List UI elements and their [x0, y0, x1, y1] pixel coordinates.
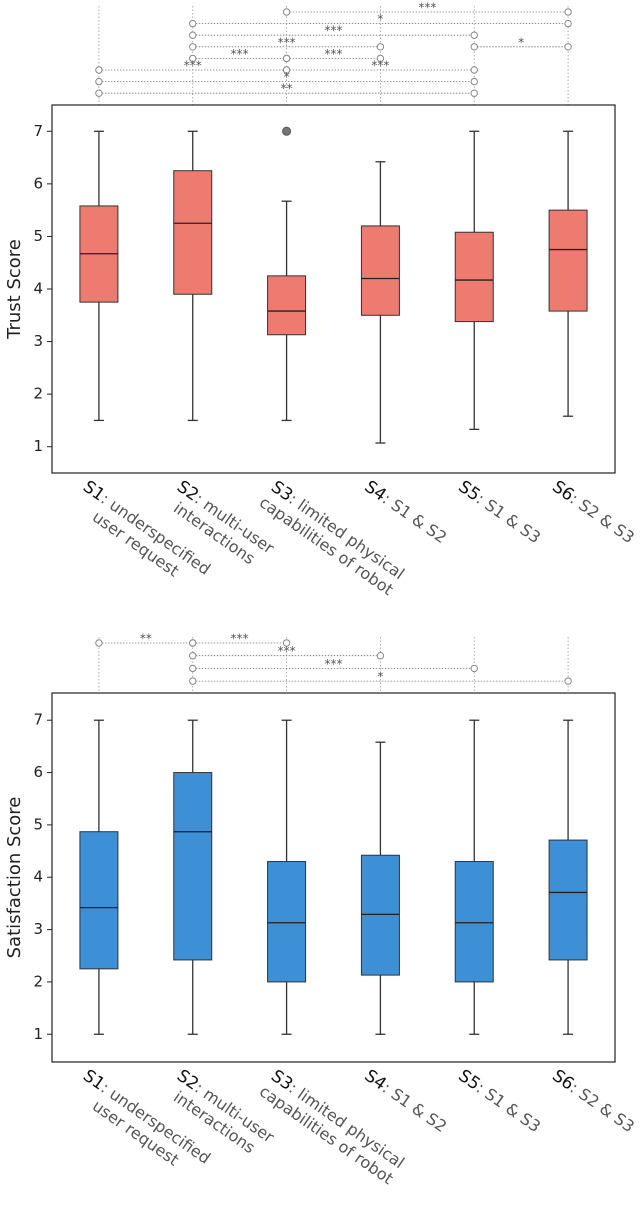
significance-label: *	[377, 670, 383, 684]
significance-label: ***	[325, 657, 343, 671]
category-description: : S2 & S3	[567, 489, 638, 547]
y-tick-label: 2	[33, 972, 43, 990]
bracket-end	[470, 66, 478, 74]
bracket-end	[470, 43, 478, 51]
significance-label: ***	[325, 47, 343, 61]
y-tick-label: 6	[33, 763, 43, 781]
category-text: S5: S1 & S3	[455, 476, 545, 548]
significance-label: ***	[325, 24, 343, 38]
bracket-end	[189, 677, 197, 685]
box	[548, 209, 588, 312]
bracket-end	[564, 43, 572, 51]
category-description: : S1 & S2	[379, 489, 450, 547]
y-tick-label: 7	[33, 711, 43, 729]
bracket-end	[282, 639, 291, 647]
bracket-end	[189, 19, 197, 28]
category-description: : S1 & S3	[473, 1078, 544, 1136]
box	[173, 170, 213, 295]
box	[454, 861, 494, 983]
bracket-end	[376, 43, 385, 51]
significance-label: **	[281, 82, 293, 96]
box	[548, 839, 588, 961]
plot-frame	[51, 692, 616, 1063]
category-label: S6: S2 & S3	[548, 476, 638, 548]
significance-label: ***	[231, 632, 249, 646]
bracket-end	[564, 8, 572, 16]
bracket-end	[95, 77, 103, 86]
category-text: S6: S2 & S3	[548, 1065, 638, 1137]
box	[267, 275, 307, 336]
y-tick-label: 3	[33, 332, 43, 350]
y-tick-label: 1	[33, 437, 43, 455]
y-tick-label: 3	[33, 920, 43, 938]
y-tick-label: 5	[33, 815, 43, 833]
y-tick-label: 7	[33, 122, 43, 140]
significance-label: *	[518, 35, 524, 49]
bracket-end	[189, 43, 197, 51]
category-description: : S2 & S3	[567, 1078, 638, 1136]
significance-label: ***	[278, 644, 296, 658]
y-axis-label: Trust Score	[4, 239, 25, 340]
bracket-end	[282, 66, 291, 74]
category-label: S5: S1 & S3	[455, 1065, 545, 1137]
box	[79, 831, 119, 970]
category-text: S6: S2 & S3	[548, 476, 638, 548]
bracket-end	[470, 664, 478, 673]
y-tick-label: 2	[33, 385, 43, 403]
bracket-end	[470, 77, 478, 86]
bracket-end	[282, 8, 291, 16]
bracket-end	[189, 639, 197, 647]
significance-label: ***	[231, 47, 249, 61]
category-text: S5: S1 & S3	[455, 1065, 545, 1137]
bracket-end	[189, 31, 197, 39]
significance-label: ***	[184, 59, 202, 73]
outlier	[282, 126, 292, 136]
significance-label: **	[140, 632, 152, 646]
category-label: S5: S1 & S3	[455, 476, 545, 548]
category-label: S4: S1 & S2	[361, 476, 451, 548]
significance-label: *	[284, 70, 290, 84]
category-label: S6: S2 & S3	[548, 1065, 638, 1137]
bracket-end	[376, 652, 385, 660]
bracket-end	[564, 19, 572, 28]
category-text: S4: S1 & S2	[361, 1065, 451, 1137]
category-description: : S1 & S3	[473, 489, 544, 547]
y-axis-label: Satisfaction Score	[4, 797, 25, 959]
y-tick-label: 4	[33, 868, 43, 886]
y-tick-label: 6	[33, 174, 43, 192]
box	[360, 854, 400, 976]
category-description: : S1 & S2	[379, 1078, 450, 1136]
bracket-end	[189, 652, 197, 660]
significance-label: *	[377, 12, 383, 26]
category-text: S4: S1 & S2	[361, 476, 451, 548]
significance-label: ***	[371, 59, 389, 73]
y-tick-label: 5	[33, 227, 43, 245]
bracket-end	[564, 677, 572, 685]
bracket-end	[376, 54, 385, 63]
box	[173, 772, 213, 961]
significance-label: ***	[418, 1, 436, 15]
y-tick-label: 4	[33, 280, 43, 298]
bracket-end	[470, 31, 478, 39]
bracket-end	[95, 66, 103, 74]
plot-frame	[51, 104, 616, 474]
bracket-end	[95, 639, 103, 647]
bracket-end	[282, 54, 291, 63]
box	[454, 231, 494, 323]
significance-label: ***	[278, 35, 296, 49]
box	[360, 225, 400, 316]
box	[267, 861, 307, 983]
bracket-end	[470, 89, 478, 97]
bracket-end	[189, 54, 197, 63]
bracket-end	[189, 664, 197, 673]
category-label: S4: S1 & S2	[361, 1065, 451, 1137]
bracket-end	[95, 89, 103, 97]
y-tick-label: 1	[33, 1025, 43, 1043]
